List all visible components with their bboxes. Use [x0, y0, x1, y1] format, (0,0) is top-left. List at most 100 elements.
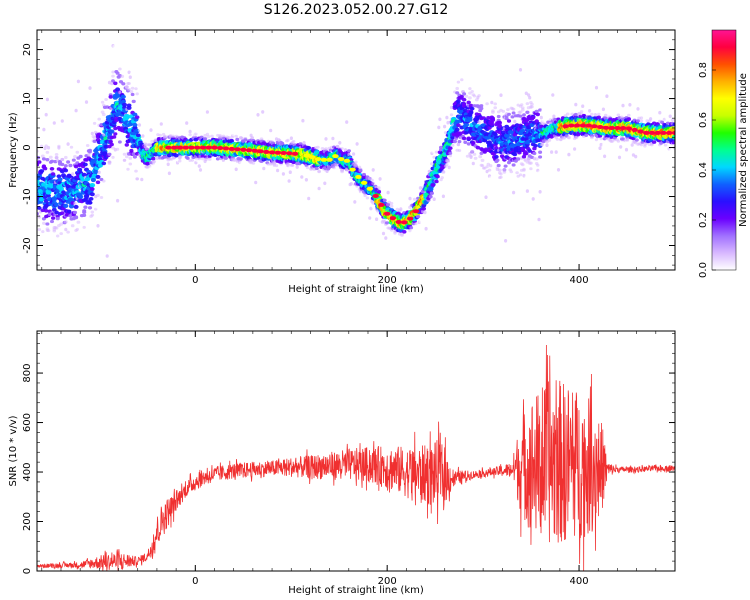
spectral-blob [235, 137, 240, 142]
spectral-blob [488, 164, 493, 168]
spectral-blob [125, 155, 129, 159]
spectral-blob [507, 94, 511, 98]
spectral-blob [479, 106, 484, 111]
spectral-blob [117, 42, 121, 46]
spectral-blob [487, 171, 492, 175]
spectral-blob [127, 88, 131, 92]
spectral-blob [485, 102, 489, 106]
spectral-blob [485, 83, 489, 87]
spectral-halo [499, 93, 503, 97]
spectral-halo [539, 115, 543, 120]
spectral-halo [345, 120, 349, 124]
spectral-blob [82, 210, 87, 214]
spectral-blob [70, 224, 75, 228]
spectral-halo [105, 254, 109, 258]
spectral-blob [134, 87, 138, 91]
spectral-blob [128, 67, 132, 71]
spectral-blob [602, 140, 607, 144]
spectral-blob [219, 167, 223, 170]
spectral-blob [102, 200, 106, 204]
spectral-blob [389, 201, 394, 205]
spectral-blob [111, 79, 115, 83]
spectral-blob [135, 92, 139, 96]
spectral-halo [554, 150, 558, 154]
spectral-blob [455, 86, 460, 91]
spectral-blob [83, 162, 88, 167]
spectral-halo [185, 121, 189, 125]
spectral-halo [581, 104, 585, 108]
spectral-blob [508, 90, 512, 93]
spectral-blob [530, 102, 534, 106]
spectral-blob [96, 193, 100, 197]
spectral-blob [188, 133, 192, 137]
spectral-blob [92, 121, 97, 125]
spectral-blob [482, 198, 486, 201]
spectral-blob [94, 114, 98, 118]
spectral-blob [401, 239, 405, 243]
spectral-blob [496, 163, 501, 168]
spectral-blob [44, 136, 48, 140]
spectral-blob [92, 136, 97, 140]
spectral-halo [84, 100, 89, 104]
spectral-blob [545, 117, 549, 121]
spectral-blob [239, 161, 243, 165]
spectral-blob [603, 113, 608, 117]
spectral-blob [444, 112, 448, 116]
spectral-halo [167, 171, 171, 176]
spectral-blob [502, 168, 507, 173]
spectral-blob [601, 143, 606, 147]
spectral-halo [556, 168, 561, 172]
spectral-halo [408, 196, 412, 201]
spectral-blob [114, 44, 118, 48]
spectral-blob [45, 150, 50, 154]
spectral-blob [178, 159, 182, 163]
spectral-blob [42, 133, 46, 136]
spectral-blob [152, 163, 156, 167]
spectral-blob [69, 263, 74, 267]
spectral-blob [382, 198, 387, 202]
spectral-blob [285, 132, 289, 136]
spectral-halo [166, 162, 170, 167]
spectral-blob [41, 217, 46, 221]
spectral-halo [102, 132, 106, 137]
spectral-blob [457, 149, 462, 152]
spectral-blob [433, 201, 437, 204]
spectral-blob [86, 127, 90, 131]
spectral-blob [89, 183, 96, 188]
spectral-halo [490, 100, 494, 105]
spectral-blob [501, 180, 505, 184]
spectral-blob [511, 163, 516, 167]
spectral-blob [596, 115, 601, 120]
spectral-blob [173, 123, 177, 127]
spectral-halo [137, 123, 142, 127]
spectral-halo [44, 112, 48, 117]
spectral-blob [533, 82, 538, 85]
spectral-halo [127, 70, 131, 75]
spectral-blob [90, 177, 96, 183]
spectral-blob [447, 161, 451, 165]
spectral-blob [466, 136, 472, 141]
spectral-halo [619, 145, 623, 149]
spectral-halo [287, 179, 291, 183]
spectral-halo [197, 164, 201, 168]
spectral-blob [535, 93, 539, 97]
spectral-halo [254, 180, 258, 185]
spectral-blob [340, 173, 344, 176]
spectral-blob [51, 207, 57, 212]
spectral-blob [206, 135, 211, 139]
spectral-blob [506, 108, 510, 112]
spectral-blob [434, 179, 439, 184]
spectral-blob [518, 173, 523, 177]
spectral-blob [599, 137, 603, 141]
spectral-blob [95, 108, 99, 112]
spectral-blob [81, 128, 85, 132]
spectral-blob [531, 115, 536, 120]
spectral-blob [440, 186, 444, 189]
spectral-halo [73, 201, 77, 206]
spectral-halo [601, 107, 606, 112]
spectral-blob [210, 134, 214, 138]
spectral-blob [56, 234, 60, 238]
spectral-blob [113, 132, 118, 136]
spectral-blob [259, 165, 264, 169]
